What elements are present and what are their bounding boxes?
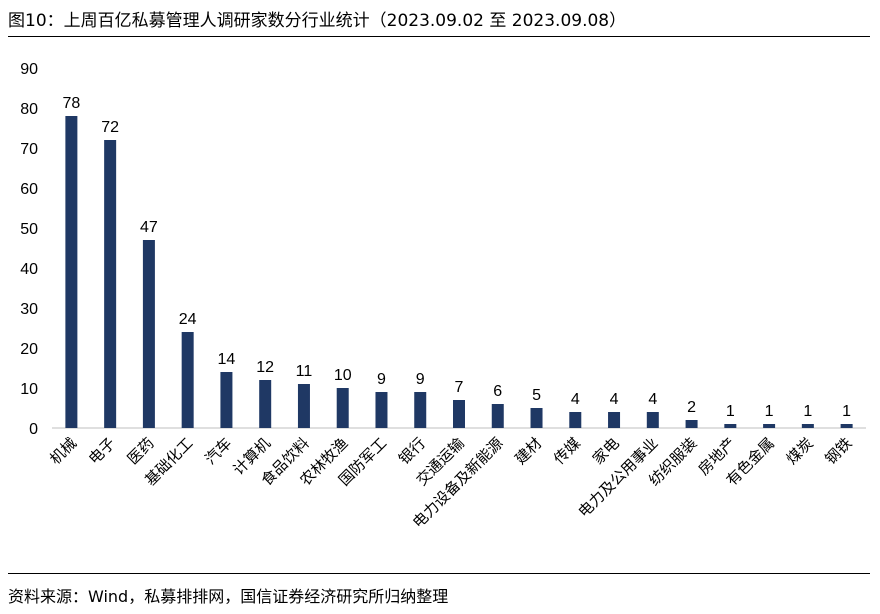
data-label: 11	[296, 363, 313, 380]
bar	[608, 412, 621, 428]
data-label: 1	[765, 403, 774, 420]
bar	[414, 392, 427, 428]
y-tick-label: 50	[20, 221, 38, 238]
bar	[646, 412, 659, 428]
data-label: 4	[648, 391, 657, 408]
bar	[685, 420, 698, 428]
x-tick-label: 家电	[589, 434, 623, 468]
x-tick-label: 钢铁	[821, 434, 855, 468]
bar	[569, 412, 582, 428]
bar	[259, 380, 272, 428]
x-tick-label: 传媒	[550, 434, 584, 468]
y-tick-label: 20	[20, 341, 38, 358]
x-tick-label: 银行	[395, 434, 429, 468]
bar	[375, 392, 388, 428]
data-label: 1	[803, 403, 812, 420]
x-tick-label: 汽车	[201, 434, 235, 468]
bar	[530, 408, 543, 428]
source-note: 资料来源：Wind，私募排排网，国信证券经济研究所归纳整理	[8, 587, 449, 606]
source-divider	[8, 573, 870, 574]
data-label: 2	[687, 399, 696, 416]
bar	[763, 424, 776, 428]
chart-title: 图10：上周百亿私募管理人调研家数分行业统计（2023.09.02 至 2023…	[8, 11, 627, 31]
data-label: 4	[610, 391, 619, 408]
bar	[801, 424, 814, 428]
x-tick-label: 电子	[85, 434, 119, 468]
x-tick-label: 机械	[46, 434, 80, 468]
data-label: 47	[140, 219, 158, 236]
bar	[142, 240, 155, 428]
y-tick-label: 70	[20, 141, 38, 158]
data-label: 6	[493, 383, 502, 400]
y-tick-label: 10	[20, 381, 38, 398]
y-tick-label: 0	[29, 421, 38, 438]
y-tick-label: 30	[20, 301, 38, 318]
bar	[840, 424, 853, 428]
data-label: 78	[62, 95, 80, 112]
data-label: 4	[571, 391, 580, 408]
data-label: 14	[218, 351, 236, 368]
data-label: 9	[377, 371, 386, 388]
data-label: 12	[256, 359, 274, 376]
data-label: 7	[455, 379, 464, 396]
data-label: 1	[726, 403, 735, 420]
data-label: 5	[532, 387, 541, 404]
bar	[220, 372, 233, 428]
y-tick-label: 40	[20, 261, 38, 278]
bar	[491, 404, 504, 428]
data-label: 1	[842, 403, 851, 420]
title-divider	[8, 36, 870, 37]
bar-chart: 010203040506070809078机械72电子47医药24基础化工14汽…	[20, 61, 866, 532]
bar	[181, 332, 194, 428]
x-tick-label: 医药	[124, 434, 158, 468]
bar	[65, 116, 78, 428]
y-tick-label: 80	[20, 101, 38, 118]
data-label: 10	[334, 367, 352, 384]
data-label: 72	[101, 119, 119, 136]
bar	[336, 388, 349, 428]
x-tick-label: 煤炭	[783, 434, 817, 468]
bar	[453, 400, 465, 428]
y-tick-label: 60	[20, 181, 38, 198]
bar	[104, 140, 117, 428]
x-tick-label: 建材	[511, 434, 545, 468]
bar	[297, 384, 310, 428]
bar	[724, 424, 737, 428]
data-label: 24	[179, 311, 197, 328]
data-label: 9	[416, 371, 425, 388]
y-tick-label: 90	[20, 61, 38, 78]
